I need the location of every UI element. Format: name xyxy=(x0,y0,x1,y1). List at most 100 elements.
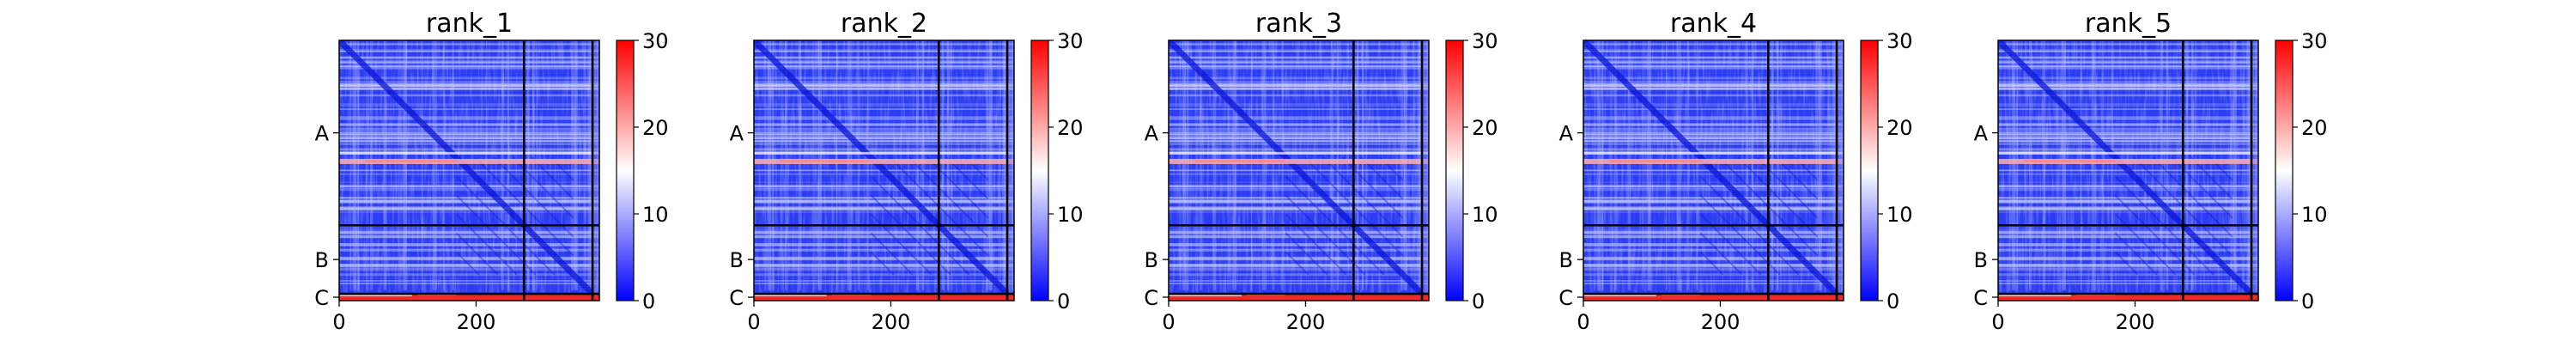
heatmap-offdiag xyxy=(1699,194,1781,276)
panel-title: rank_2 xyxy=(841,9,927,39)
colorbar xyxy=(1860,40,1879,301)
heatmap-offdiag xyxy=(2152,156,2233,238)
heatmap-offdiag xyxy=(1285,251,1309,276)
heatmap-chain-c xyxy=(1169,294,1242,297)
colorbar-tick-label: 30 xyxy=(1472,29,1498,53)
colorbar-tick-label: 10 xyxy=(1886,203,1913,227)
y-tick-label: A xyxy=(315,122,330,146)
heatmap-offdiag xyxy=(1699,251,1724,276)
heatmap-offdiag xyxy=(870,251,895,276)
colorbar-tick-label: 20 xyxy=(1057,116,1084,140)
axes-frame xyxy=(1997,40,2259,301)
colorbar xyxy=(1445,40,1464,301)
y-tick-label: B xyxy=(1559,248,1573,272)
heatmap-offdiag xyxy=(1737,156,1819,238)
x-tick-label: 200 xyxy=(1286,310,1326,334)
pae-heatmap xyxy=(1169,40,1429,301)
colorbar-tick-label: 10 xyxy=(2301,203,2328,227)
heatmap-offdiag xyxy=(1360,156,1404,200)
colorbar-tick-label: 30 xyxy=(642,29,669,53)
y-tick-label: B xyxy=(315,248,329,272)
heatmap-offdiag xyxy=(493,156,574,238)
heatmap-chain-c xyxy=(339,294,412,297)
heatmap-chain-c-col xyxy=(1007,40,1014,295)
colorbar-tick-label: 10 xyxy=(1057,203,1084,227)
y-tick-label: B xyxy=(730,248,744,272)
heatmap-diagonal xyxy=(1583,40,1844,301)
heatmap-chain-c xyxy=(339,294,599,301)
heatmap-offdiag xyxy=(945,156,989,200)
panel-title: rank_5 xyxy=(2085,9,2172,39)
x-tick-label: 200 xyxy=(457,310,496,334)
heatmap-high-row xyxy=(365,159,457,162)
x-tick-label: 0 xyxy=(747,310,760,334)
heatmap-offdiag xyxy=(870,232,914,276)
heatmap-row-band xyxy=(339,151,599,155)
heatmap-offdiag xyxy=(2190,156,2233,200)
heatmap-chain-c-col xyxy=(592,40,599,295)
heatmap-offdiag xyxy=(2114,232,2158,276)
x-tick-label: 0 xyxy=(332,310,345,334)
axes-frame xyxy=(1168,40,1430,301)
colorbar-tick-label: 0 xyxy=(2301,289,2314,314)
heatmap-chain-c xyxy=(1583,294,1844,301)
colorbar-tick-label: 20 xyxy=(642,116,669,140)
colorbar-tick-label: 20 xyxy=(2301,116,2328,140)
heatmap-high-row xyxy=(1169,158,1429,164)
y-tick-label: C xyxy=(1558,286,1573,310)
pae-heatmap xyxy=(1583,40,1844,301)
x-tick-label: 200 xyxy=(1701,310,1741,334)
y-tick-label: B xyxy=(1145,248,1158,272)
y-tick-label: C xyxy=(1973,286,1988,310)
heatmap-chain-c xyxy=(1998,294,2258,301)
heatmap-offdiag xyxy=(870,194,951,276)
heatmap-diagonal xyxy=(339,40,599,301)
heatmap-offdiag xyxy=(455,194,537,276)
colorbar-tick-label: 30 xyxy=(1886,29,1913,53)
heatmap-row-band xyxy=(1998,151,2258,155)
heatmap-chain-c-col xyxy=(1837,40,1844,295)
y-tick-label: A xyxy=(1145,122,1159,146)
heatmap-chain-c xyxy=(1169,294,1429,301)
panel-title: rank_1 xyxy=(426,9,513,39)
colorbar xyxy=(2275,40,2293,301)
colorbar-tick-label: 30 xyxy=(1057,29,1084,53)
heatmap-diagonal xyxy=(754,40,1014,301)
x-tick-label: 0 xyxy=(1577,310,1589,334)
y-tick-label: B xyxy=(1974,248,1988,272)
heatmap-chain-c xyxy=(754,294,827,297)
heatmap-chain-c xyxy=(1998,294,2071,297)
heatmap-offdiag xyxy=(1322,156,1404,238)
heatmap-diagonal xyxy=(1169,40,1429,301)
y-tick-label: C xyxy=(1144,286,1158,310)
heatmap-offdiag xyxy=(908,156,989,238)
y-tick-label: C xyxy=(729,286,744,310)
heatmap-chain-c xyxy=(1583,294,1656,297)
heatmap-diagonal xyxy=(1998,40,2258,301)
heatmap-high-row xyxy=(1194,159,1286,162)
colorbar-tick-label: 20 xyxy=(1886,116,1913,140)
x-tick-label: 0 xyxy=(1162,310,1175,334)
heatmap-offdiag xyxy=(1285,232,1328,276)
axes-frame xyxy=(338,40,600,301)
colorbar-tick-label: 20 xyxy=(1472,116,1498,140)
pae-heatmap xyxy=(754,40,1014,301)
colorbar-tick-label: 0 xyxy=(1472,289,1485,314)
x-tick-label: 200 xyxy=(872,310,911,334)
heatmap-offdiag xyxy=(1775,156,1819,200)
heatmap-offdiag xyxy=(2114,194,2196,276)
heatmap-chain-c-col xyxy=(2251,40,2258,295)
colorbar-tick-label: 30 xyxy=(2301,29,2328,53)
x-tick-label: 200 xyxy=(2116,310,2155,334)
colorbar-tick-label: 10 xyxy=(1472,203,1498,227)
heatmap-high-row xyxy=(754,158,1014,164)
heatmap-offdiag xyxy=(1285,194,1366,276)
colorbar-tick-label: 10 xyxy=(642,203,669,227)
y-tick-label: A xyxy=(1974,122,1989,146)
